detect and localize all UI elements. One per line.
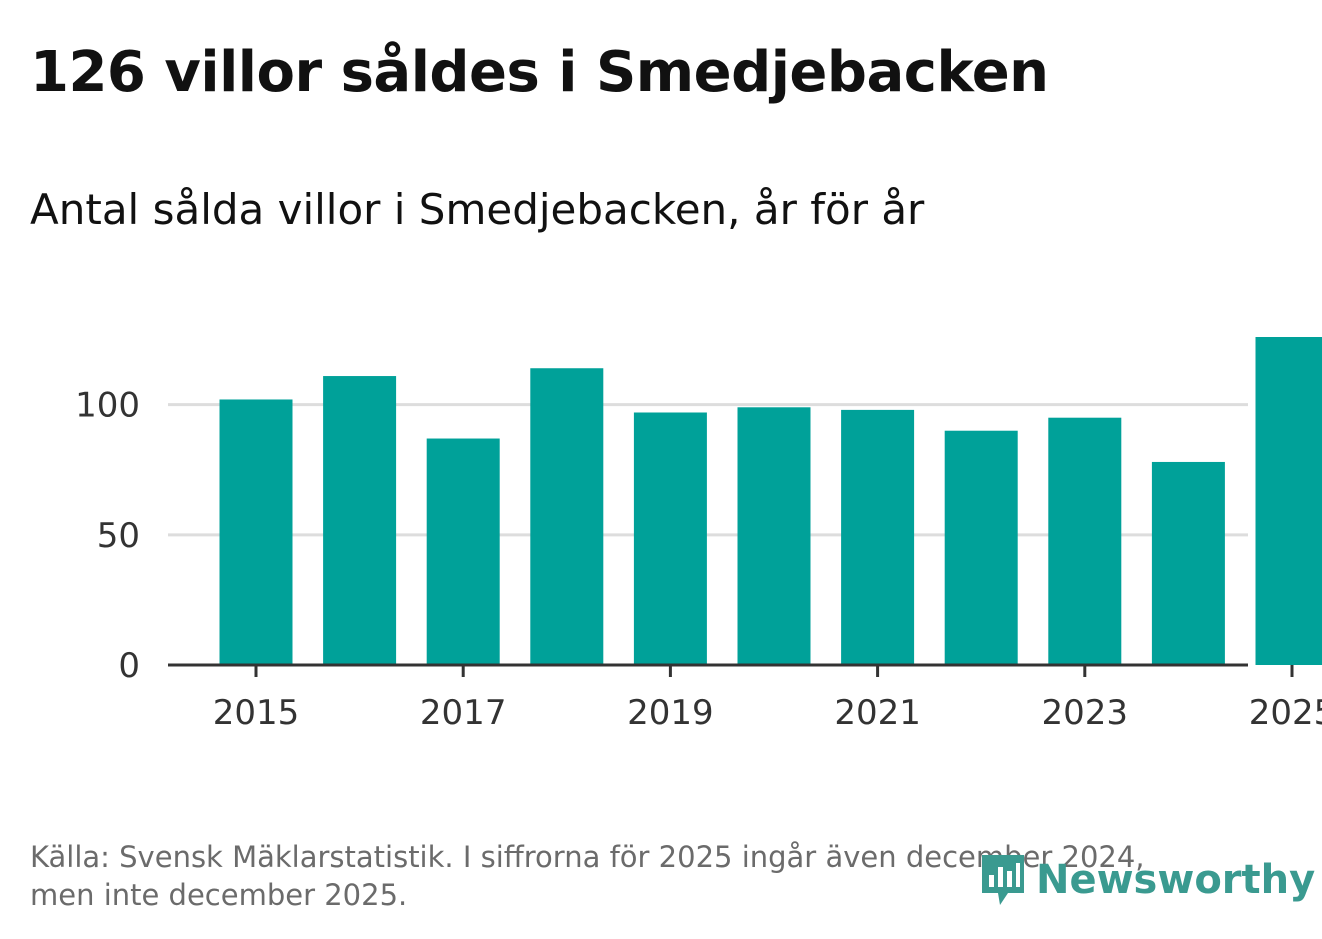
axes: 0 50 100 2015 2017 2019 2021 2023 2025 <box>75 386 1322 733</box>
bar-2023 <box>1048 417 1122 665</box>
bar-2016 <box>323 376 397 665</box>
x-tick-label: 2023 <box>1042 693 1129 733</box>
bar-2015 <box>219 399 293 665</box>
x-tick-label: 2015 <box>213 693 300 733</box>
brand-name: Newsworthy <box>1036 857 1316 903</box>
x-tick-label: 2017 <box>420 693 507 733</box>
bar-2020 <box>737 407 811 665</box>
y-tick-label: 100 <box>75 386 140 426</box>
bar-2022 <box>944 430 1018 665</box>
bar-2017 <box>426 438 500 665</box>
bar-2024 <box>1151 461 1225 665</box>
source-line-2: men inte december 2025. <box>30 878 408 912</box>
bar-2021 <box>841 409 915 665</box>
bars <box>219 337 1322 665</box>
newsworthy-logo-icon <box>982 855 1024 905</box>
source-line-1: Källa: Svensk Mäklarstatistik. I siffror… <box>30 840 1145 874</box>
chart-subtitle: Antal sålda villor i Smedjebacken, år fö… <box>30 185 925 234</box>
bar-2019 <box>633 412 707 665</box>
bar-chart: 0 50 100 2015 2017 2019 2021 2023 2025 <box>75 337 1322 733</box>
chart-title: 126 villor såldes i Smedjebacken <box>30 40 1049 105</box>
bar-2025 <box>1255 337 1322 665</box>
brand-logo: Newsworthy <box>978 850 1315 910</box>
y-tick-label: 50 <box>97 516 140 556</box>
source-note: Källa: Svensk Mäklarstatistik. I siffror… <box>30 838 1145 914</box>
x-tick-label: 2019 <box>627 693 714 733</box>
y-tick-label: 0 <box>118 646 140 686</box>
x-tick-label: 2025 <box>1249 693 1322 733</box>
x-tick-label: 2021 <box>834 693 921 733</box>
bar-2018 <box>530 368 604 665</box>
